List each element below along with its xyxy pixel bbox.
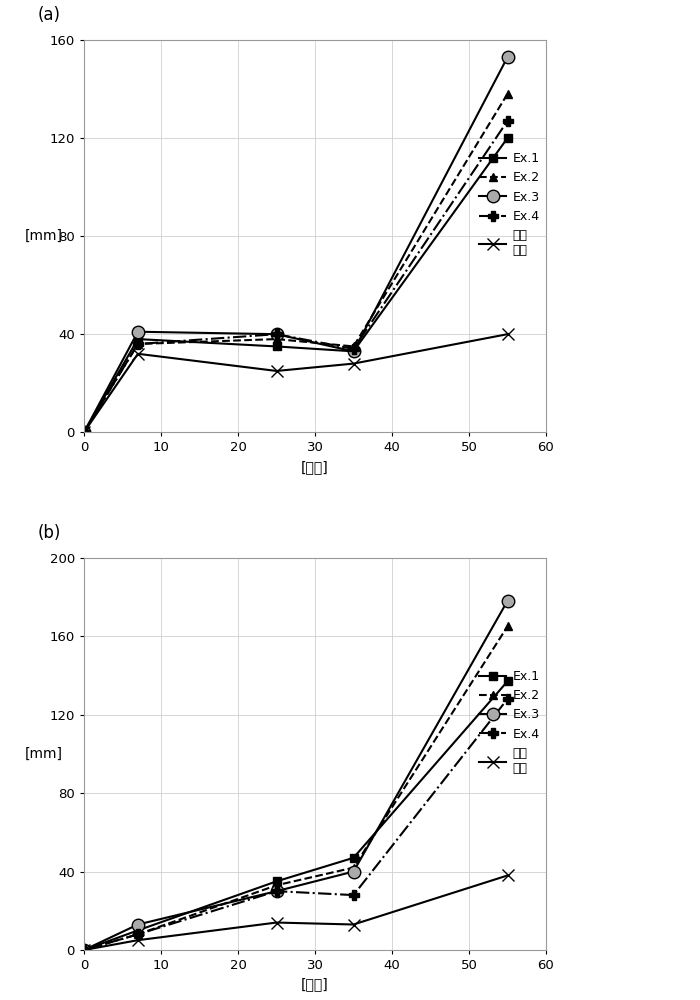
Legend: Ex.1, Ex.2, Ex.3, Ex.4, 空白
对照: Ex.1, Ex.2, Ex.3, Ex.4, 空白 对照	[479, 152, 540, 257]
X-axis label: [天Ｚ]: [天Ｚ]	[301, 978, 329, 992]
Y-axis label: [mm]: [mm]	[25, 747, 63, 761]
Legend: Ex.1, Ex.2, Ex.3, Ex.4, 空白
对照: Ex.1, Ex.2, Ex.3, Ex.4, 空白 对照	[479, 670, 540, 775]
Text: (a): (a)	[38, 6, 61, 24]
X-axis label: [天Ｚ]: [天Ｚ]	[301, 460, 329, 474]
Text: (b): (b)	[38, 524, 61, 542]
Y-axis label: [mm]: [mm]	[25, 229, 63, 243]
